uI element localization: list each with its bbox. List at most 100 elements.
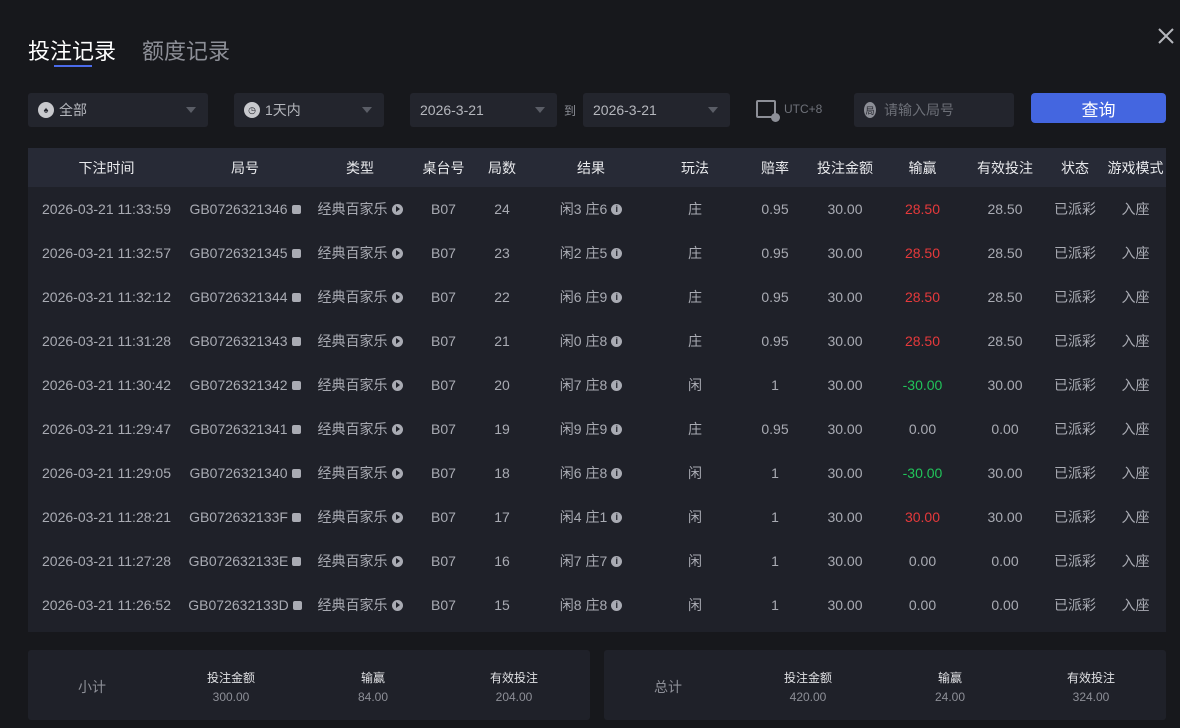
cell-game-mode: 入座	[1105, 287, 1166, 307]
play-video-icon[interactable]	[391, 203, 403, 215]
cell-game-mode: 入座	[1105, 551, 1166, 571]
info-icon[interactable]: i	[611, 511, 623, 523]
date-to-select[interactable]: 2026-3-21	[583, 93, 730, 127]
tab-credit-records[interactable]: 额度记录	[142, 39, 231, 64]
round-search-input[interactable]	[884, 102, 1004, 118]
cell-valid-bet: 28.50	[965, 333, 1045, 349]
table-row: 2026-03-21 11:30:42 GB0726321342 经典百家乐 B07 2…	[28, 363, 1166, 407]
cell-valid-bet: 0.00	[965, 553, 1045, 569]
cell-game-mode: 入座	[1105, 463, 1166, 483]
date-from-value: 2026-3-21	[420, 102, 484, 118]
cell-bet-type: 闲	[650, 551, 740, 571]
copy-icon[interactable]	[291, 380, 301, 390]
odds-text: 1	[771, 465, 779, 481]
cell-game-mode: 入座	[1105, 243, 1166, 263]
copy-icon[interactable]	[291, 468, 301, 478]
play-video-icon[interactable]	[391, 379, 403, 391]
status-text: 已派彩	[1054, 201, 1096, 217]
tabs: 投注记录 额度记录	[28, 34, 231, 67]
copy-icon[interactable]	[291, 424, 301, 434]
cell-round-count: 19	[472, 421, 532, 437]
copy-icon[interactable]	[291, 204, 301, 214]
cell-round-count: 24	[472, 201, 532, 217]
copy-icon[interactable]	[291, 336, 301, 346]
close-icon[interactable]	[1154, 24, 1178, 48]
info-icon[interactable]: i	[611, 335, 623, 347]
cell-win-loss: 28.50	[880, 333, 965, 349]
play-video-icon[interactable]	[391, 291, 403, 303]
cell-win-loss: 30.00	[880, 509, 965, 525]
column-header-odds: 赔率	[761, 159, 789, 176]
cell-odds: 0.95	[740, 245, 810, 261]
copy-icon[interactable]	[291, 248, 301, 258]
bet-amount-text: 30.00	[827, 377, 863, 393]
info-icon[interactable]: i	[611, 599, 623, 611]
period-select[interactable]: ◷ 1天内	[234, 93, 384, 127]
cell-odds: 0.95	[740, 333, 810, 349]
game-type-text: 经典百家乐	[317, 289, 388, 305]
bet-amount-text: 30.00	[827, 465, 863, 481]
info-icon[interactable]: i	[611, 203, 623, 215]
cell-bet-amount: 30.00	[810, 333, 880, 349]
play-video-icon[interactable]	[391, 511, 403, 523]
play-video-icon[interactable]	[391, 335, 403, 347]
cell-result: 闲9 庄9 i	[532, 419, 650, 439]
info-icon[interactable]: i	[611, 247, 623, 259]
cell-bet-type: 庄	[650, 419, 740, 439]
result-text: 闲7 庄8	[559, 377, 608, 393]
info-icon[interactable]: i	[611, 379, 623, 391]
cell-bet-amount: 30.00	[810, 553, 880, 569]
info-icon[interactable]: i	[611, 467, 623, 479]
play-video-icon[interactable]	[391, 599, 403, 611]
cell-status: 已派彩	[1045, 331, 1105, 351]
round-count-text: 17	[494, 509, 510, 525]
table-row: 2026-03-21 11:31:28 GB0726321343 经典百家乐 B07 2…	[28, 319, 1166, 363]
play-video-icon[interactable]	[391, 555, 403, 567]
info-icon[interactable]: i	[611, 555, 623, 567]
win-loss-text: 28.50	[904, 289, 941, 305]
cell-bet-amount: 30.00	[810, 509, 880, 525]
valid-bet-text: 28.50	[987, 333, 1023, 349]
cell-table-no: B07	[415, 245, 472, 261]
round-id-text: GB0726321342	[189, 377, 288, 393]
info-icon[interactable]: i	[611, 423, 623, 435]
bet-type-text: 庄	[688, 421, 702, 437]
timezone[interactable]: UTC+8	[756, 100, 822, 122]
table-no-text: B07	[431, 377, 456, 393]
cell-game-mode: 入座	[1105, 375, 1166, 395]
cell-game-type: 经典百家乐	[305, 595, 415, 615]
win-loss-text: 28.50	[904, 245, 941, 261]
total-win: 24.00	[934, 690, 966, 704]
play-video-icon[interactable]	[391, 247, 403, 259]
copy-icon[interactable]	[292, 600, 302, 610]
bet-records-table: 下注时间 局号 类型 桌台号 局数 结果 玩法 赔率 投注金额 输赢 有效投注 状态 游戏模式 2026…	[28, 148, 1166, 632]
game-select[interactable]: ♠ 全部	[28, 93, 208, 127]
round-id-text: GB0726321340	[189, 465, 288, 481]
info-icon[interactable]: i	[611, 291, 623, 303]
cell-win-loss: 0.00	[880, 597, 965, 613]
result-text: 闲6 庄9	[559, 289, 608, 305]
cell-bet-time: 2026-03-21 11:32:12	[28, 289, 185, 305]
copy-icon[interactable]	[292, 556, 302, 566]
copy-icon[interactable]	[291, 512, 301, 522]
date-from-select[interactable]: 2026-3-21	[410, 93, 557, 127]
bet-type-text: 闲	[688, 597, 702, 613]
play-video-icon[interactable]	[391, 467, 403, 479]
tab-bet-records[interactable]: 投注记录	[28, 34, 116, 67]
game-type-text: 经典百家乐	[317, 333, 388, 349]
cell-game-mode: 入座	[1105, 507, 1166, 527]
cell-game-type: 经典百家乐	[305, 507, 415, 527]
total-win-label: 输赢	[937, 671, 962, 685]
odds-text: 1	[771, 553, 779, 569]
cell-round-count: 23	[472, 245, 532, 261]
valid-bet-text: 30.00	[987, 377, 1023, 393]
copy-icon[interactable]	[291, 292, 301, 302]
column-header-round-id: 局号	[231, 159, 259, 176]
play-video-icon[interactable]	[391, 423, 403, 435]
query-button[interactable]: 查询	[1031, 93, 1166, 123]
bet-amount-text: 30.00	[827, 421, 863, 437]
result-text: 闲6 庄8	[559, 465, 608, 481]
bet-time-text: 2026-03-21 11:28:21	[42, 509, 171, 525]
column-header-bet-amount: 投注金额	[817, 159, 873, 176]
bet-time-text: 2026-03-21 11:30:42	[42, 377, 171, 393]
